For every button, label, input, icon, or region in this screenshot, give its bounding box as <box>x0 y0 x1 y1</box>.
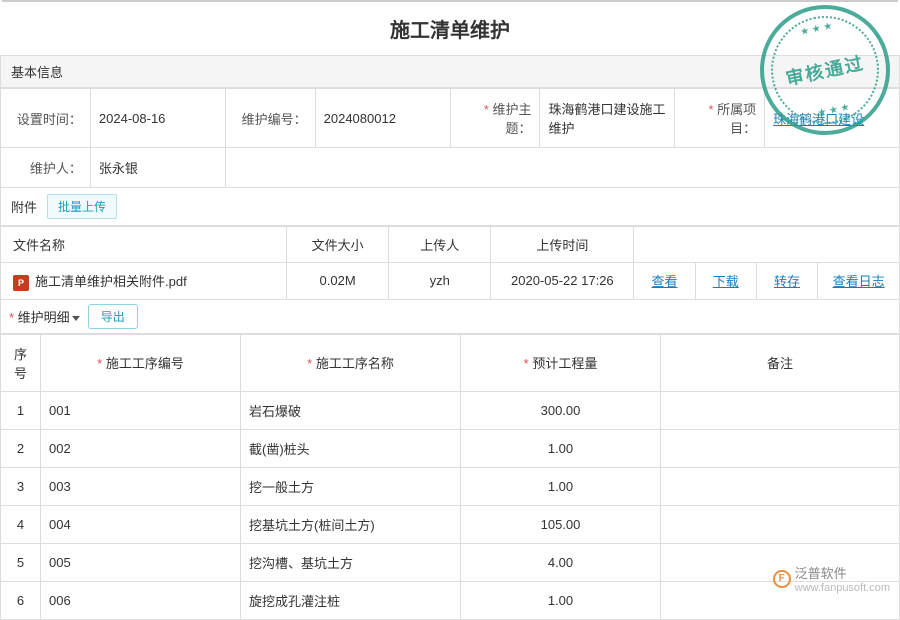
project-label: 所属项目： <box>708 102 756 136</box>
log-link[interactable]: 查看日志 <box>833 274 885 289</box>
pdf-icon: P <box>13 275 29 291</box>
cell-remark <box>661 391 900 429</box>
file-uploader: yzh <box>389 263 491 300</box>
cell-name: 挖基坑土方(桩间土方) <box>241 505 461 543</box>
col-code: 施工工序编号 <box>97 356 184 371</box>
cell-code: 005 <box>41 543 241 581</box>
cell-name: 挖一般土方 <box>241 467 461 505</box>
file-time: 2020-05-22 17:26 <box>491 263 634 300</box>
maint-no-value: 2024080012 <box>315 89 450 148</box>
project-link[interactable]: 珠海鹤港口建设 <box>773 112 864 127</box>
maint-no-label: 维护编号： <box>225 89 315 148</box>
chevron-down-icon[interactable] <box>72 316 80 321</box>
maintainer-label: 维护人： <box>1 148 91 188</box>
attachments-table: 文件名称 文件大小 上传人 上传时间 P 施工清单维护相关附件.pdf 0.02M… <box>0 226 900 300</box>
detail-grid: 序号 施工工序编号 施工工序名称 预计工程量 备注 1 001 岩石爆破 300… <box>0 334 900 620</box>
cell-qty: 1.00 <box>461 467 661 505</box>
cell-qty: 300.00 <box>461 391 661 429</box>
cell-name: 旋挖成孔灌注桩 <box>241 581 461 619</box>
cell-seq: 4 <box>1 505 41 543</box>
cell-name: 挖沟槽、基坑土方 <box>241 543 461 581</box>
table-row: 3 003 挖一般土方 1.00 <box>1 467 900 505</box>
file-size: 0.02M <box>287 263 389 300</box>
cell-qty: 1.00 <box>461 429 661 467</box>
table-row: 1 001 岩石爆破 300.00 <box>1 391 900 429</box>
table-row: 5 005 挖沟槽、基坑土方 4.00 <box>1 543 900 581</box>
cell-qty: 1.00 <box>461 581 661 619</box>
transfer-link[interactable]: 转存 <box>774 274 800 289</box>
file-name: 施工清单维护相关附件.pdf <box>35 274 187 289</box>
col-filename: 文件名称 <box>1 227 287 263</box>
cell-seq: 2 <box>1 429 41 467</box>
cell-qty: 105.00 <box>461 505 661 543</box>
table-row: 2 002 截(凿)桩头 1.00 <box>1 429 900 467</box>
table-row: 4 004 挖基坑土方(桩间土方) 105.00 <box>1 505 900 543</box>
maintainer-value: 张永银 <box>90 148 225 188</box>
cell-code: 004 <box>41 505 241 543</box>
cell-name: 岩石爆破 <box>241 391 461 429</box>
col-remark: 备注 <box>661 334 900 391</box>
col-qty: 预计工程量 <box>524 356 598 371</box>
set-time-value: 2024-08-16 <box>90 89 225 148</box>
col-seq: 序号 <box>1 334 41 391</box>
col-uploader: 上传人 <box>389 227 491 263</box>
col-uploadtime: 上传时间 <box>491 227 634 263</box>
bulk-upload-button[interactable]: 批量上传 <box>47 194 117 219</box>
page-title: 施工清单维护 <box>0 2 900 55</box>
cell-code: 006 <box>41 581 241 619</box>
attachments-label: 附件 <box>11 197 37 216</box>
brand-name: 泛普软件 <box>795 563 890 582</box>
cell-seq: 6 <box>1 581 41 619</box>
maint-subject-value: 珠海鹤港口建设施工维护 <box>540 89 675 148</box>
cell-name: 截(凿)桩头 <box>241 429 461 467</box>
brand-logo-icon: F <box>773 570 791 588</box>
set-time-label: 设置时间： <box>1 89 91 148</box>
download-link[interactable]: 下载 <box>713 274 739 289</box>
cell-seq: 3 <box>1 467 41 505</box>
cell-seq: 1 <box>1 391 41 429</box>
detail-header: 维护明细 <box>9 310 70 325</box>
col-name: 施工工序名称 <box>307 356 394 371</box>
export-button[interactable]: 导出 <box>88 304 138 329</box>
basic-info-header: 基本信息 <box>0 55 900 88</box>
basic-info-table: 设置时间： 2024-08-16 维护编号： 2024080012 维护主题： … <box>0 88 900 188</box>
cell-seq: 5 <box>1 543 41 581</box>
watermark: F 泛普软件 www.fanpusoft.com <box>773 563 890 594</box>
cell-code: 001 <box>41 391 241 429</box>
cell-remark <box>661 505 900 543</box>
table-row: 6 006 旋挖成孔灌注桩 1.00 <box>1 581 900 619</box>
maint-subject-label: 维护主题： <box>484 102 532 136</box>
cell-remark <box>661 467 900 505</box>
cell-remark <box>661 429 900 467</box>
view-link[interactable]: 查看 <box>651 274 677 289</box>
brand-url: www.fanpusoft.com <box>795 582 890 594</box>
cell-code: 002 <box>41 429 241 467</box>
cell-qty: 4.00 <box>461 543 661 581</box>
col-filesize: 文件大小 <box>287 227 389 263</box>
cell-code: 003 <box>41 467 241 505</box>
file-row: P 施工清单维护相关附件.pdf 0.02M yzh 2020-05-22 17:… <box>1 263 900 300</box>
